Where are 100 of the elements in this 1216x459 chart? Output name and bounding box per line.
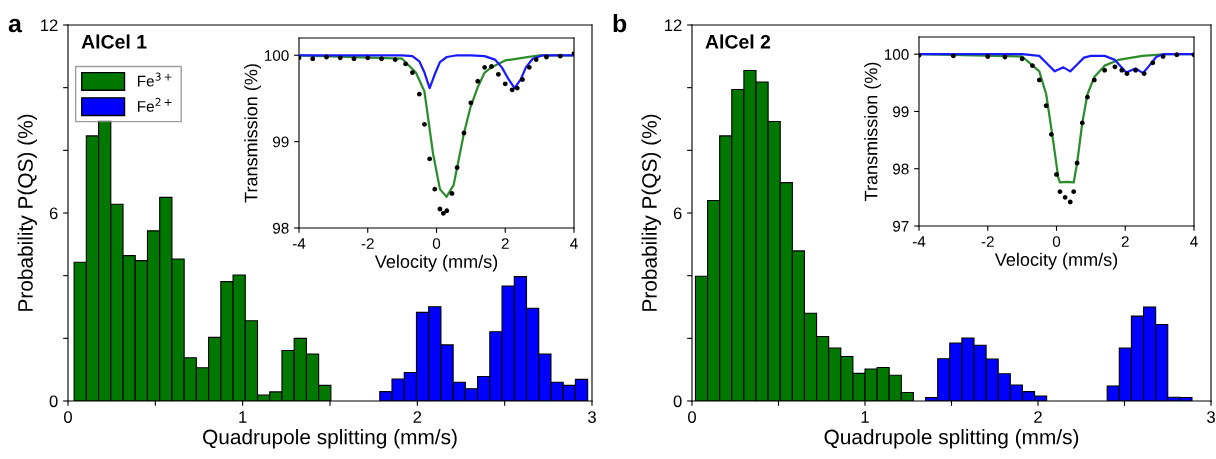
point (1019, 56, 1025, 62)
point (1030, 63, 1035, 69)
y-tick-label: 12 (665, 19, 682, 32)
y-tick-label: 100 (264, 50, 289, 61)
point (544, 54, 549, 60)
y-axis-title: Transmission (%) (864, 62, 881, 201)
x-tick-label: 0 (1052, 236, 1061, 247)
point (1102, 67, 1108, 73)
point (440, 210, 446, 216)
point (1036, 77, 1042, 83)
y-axis-title: Probability P(QS) (%) (17, 114, 37, 311)
y-axis-title: Probability P(QS) (%) (641, 114, 661, 311)
y-tick-label: 12 (41, 19, 58, 32)
point (432, 186, 438, 192)
text: a (8, 18, 23, 33)
point (1150, 60, 1156, 66)
chart-title: AlCel 2 (705, 34, 771, 49)
point (502, 81, 508, 87)
x-axis-title: Quadrupole splitting (mm/s) (824, 429, 1079, 449)
y-axis-title: Transmission (%) (244, 64, 261, 203)
point (392, 57, 398, 62)
point (351, 56, 357, 62)
y-tick-label: 98 (273, 222, 289, 234)
y-tick-label: 99 (893, 106, 909, 118)
point (1002, 54, 1008, 60)
point (533, 57, 539, 62)
point (1141, 71, 1147, 77)
x-tick-label: -2 (981, 236, 994, 247)
point (1112, 64, 1118, 70)
x-tick-label: 0 (688, 411, 696, 423)
point (416, 91, 422, 97)
point (437, 206, 443, 212)
x-tick-label: 4 (570, 238, 578, 249)
point (950, 53, 956, 59)
x-tick-label: 2 (1034, 411, 1042, 423)
point (403, 61, 408, 67)
point (526, 64, 532, 70)
x-tick-label: 4 (1190, 236, 1198, 247)
point (514, 85, 520, 91)
y-tick-label: 99 (273, 136, 289, 148)
point (1057, 189, 1063, 195)
point (1062, 194, 1068, 200)
x-tick-label: 2 (501, 238, 509, 249)
point (1085, 94, 1090, 100)
point (427, 156, 433, 162)
point (461, 130, 467, 136)
text: b (613, 14, 627, 33)
point (1071, 189, 1077, 195)
x-tick-label: 3 (588, 411, 596, 423)
x-tick-label: -4 (292, 238, 306, 249)
point (495, 71, 501, 77)
y-tick-label: 0 (49, 395, 58, 408)
point (475, 78, 481, 84)
point (454, 165, 460, 170)
y-tick-label: 6 (49, 207, 58, 220)
point (520, 77, 525, 82)
x-tick-label: -2 (361, 238, 374, 249)
point (1079, 120, 1085, 126)
point (1043, 103, 1049, 109)
x-tick-label: 2 (413, 411, 422, 423)
x-tick-label: -4 (912, 236, 926, 247)
x-axis-title: Quadrupole splitting (mm/s) (203, 429, 457, 449)
legend-label: Fe$^{2+}$ (138, 97, 172, 112)
y-tick-label: 98 (893, 163, 909, 175)
point (985, 54, 991, 59)
point (1048, 131, 1054, 137)
y-tick-label: 0 (673, 395, 682, 408)
point (468, 100, 474, 106)
point (1054, 172, 1059, 177)
point (379, 56, 384, 62)
point (337, 55, 343, 61)
point (509, 87, 515, 93)
x-axis-title: Velocity (mm/s) (994, 252, 1118, 270)
point (1067, 199, 1073, 205)
x-tick-label: 3 (1207, 411, 1215, 423)
point (365, 55, 371, 61)
x-tick-label: 1 (861, 411, 869, 423)
legend-label: Fe$^{3+}$ (138, 72, 172, 87)
x-tick-label: 2 (1121, 236, 1129, 247)
point (1174, 52, 1180, 58)
x-tick-label: 0 (64, 411, 72, 423)
x-tick-label: 0 (432, 238, 441, 249)
point (557, 53, 563, 59)
point (1074, 160, 1080, 166)
point (489, 64, 494, 69)
chart-title: AlCel 1 (81, 34, 147, 49)
point (310, 56, 316, 62)
point (422, 121, 427, 127)
point (482, 64, 488, 70)
y-tick-label: 97 (893, 220, 909, 232)
y-tick-label: 100 (884, 49, 909, 60)
point (324, 54, 329, 60)
x-axis-title: Velocity (mm/s) (374, 254, 498, 272)
point (410, 70, 415, 75)
y-tick-label: 6 (673, 207, 682, 220)
point (1119, 67, 1125, 73)
point (1133, 67, 1138, 73)
x-tick-label: 1 (239, 411, 247, 423)
point (1091, 77, 1097, 83)
point (444, 208, 450, 214)
